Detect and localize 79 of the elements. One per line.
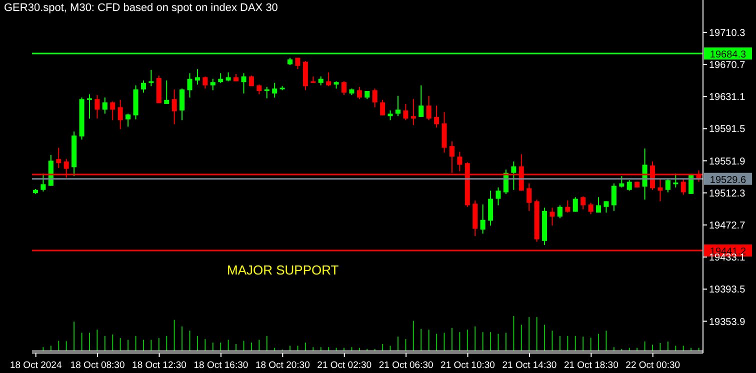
candlestick bbox=[658, 178, 663, 202]
ref-line-label: 19529.6 bbox=[710, 174, 747, 186]
candlestick bbox=[56, 147, 62, 168]
candlestick bbox=[680, 178, 686, 196]
candlestick bbox=[94, 94, 100, 120]
y-tick-label: 19472.7 bbox=[709, 220, 746, 232]
candlestick bbox=[395, 95, 400, 117]
candlestick bbox=[526, 182, 532, 212]
candlestick bbox=[164, 80, 170, 104]
candlestick bbox=[488, 190, 494, 226]
candlestick bbox=[588, 202, 594, 215]
candlestick bbox=[550, 207, 555, 226]
candlestick bbox=[426, 95, 432, 121]
y-tick-label: 19353.9 bbox=[709, 316, 746, 328]
candlestick bbox=[356, 86, 362, 100]
x-tick-label: 21 Oct 02:30 bbox=[317, 360, 372, 371]
candlestick bbox=[403, 103, 408, 121]
annotation: MAJOR SUPPORT bbox=[227, 262, 339, 278]
x-tick-label: 18 Oct 20:30 bbox=[255, 360, 310, 371]
x-tick-label: 18 Oct 08:30 bbox=[70, 360, 125, 371]
y-tick-label: 19631.1 bbox=[709, 92, 746, 104]
candlestick bbox=[86, 94, 92, 120]
y-tick-label: 19512.3 bbox=[709, 188, 746, 200]
candlestick bbox=[187, 72, 192, 98]
y-tick-label: 19393.5 bbox=[709, 284, 746, 296]
x-tick-label: 21 Oct 14:30 bbox=[502, 360, 557, 371]
candlestick bbox=[126, 113, 131, 128]
candlestick bbox=[102, 96, 108, 114]
candlestick bbox=[626, 180, 632, 192]
candlestick bbox=[256, 84, 262, 95]
candlestick bbox=[434, 105, 440, 128]
ref-line-label: 19684.3 bbox=[710, 49, 747, 60]
candlestick bbox=[210, 78, 216, 91]
candlestick bbox=[611, 182, 616, 212]
candlestick bbox=[372, 88, 378, 108]
candlestick bbox=[480, 204, 486, 234]
candlestick bbox=[388, 110, 393, 121]
candlestick bbox=[110, 101, 116, 121]
y-tick-label: 19710.3 bbox=[709, 28, 746, 39]
candlestick bbox=[264, 86, 270, 99]
candlestick bbox=[194, 68, 200, 86]
candlestick bbox=[118, 99, 123, 130]
candlestick bbox=[596, 196, 602, 214]
x-tick-label: 18 Oct 12:30 bbox=[132, 360, 186, 371]
candlestick bbox=[180, 88, 185, 121]
candlestick bbox=[272, 82, 278, 98]
chart-title: GER30.spot, M30: CFD based on spot on index DAX 30 bbox=[4, 2, 278, 14]
candlestick bbox=[580, 196, 586, 210]
candlestick bbox=[457, 151, 462, 172]
candlestick bbox=[342, 80, 347, 96]
y-tick-label: 19591.5 bbox=[709, 124, 746, 136]
candlestick bbox=[511, 161, 516, 190]
candlestick bbox=[673, 173, 678, 188]
candlestick bbox=[496, 186, 501, 206]
candlestick bbox=[380, 99, 386, 116]
candlestick bbox=[172, 88, 177, 125]
candlestick bbox=[410, 98, 416, 126]
x-tick-label: 21 Oct 18:30 bbox=[564, 360, 618, 371]
candlestick bbox=[140, 80, 146, 94]
candlestick bbox=[604, 200, 609, 214]
candlestick bbox=[241, 72, 246, 94]
x-tick-label: 18 Oct 16:30 bbox=[194, 360, 248, 371]
y-tick-label: 19670.7 bbox=[709, 60, 746, 72]
candlestick bbox=[572, 196, 578, 212]
candlestick bbox=[418, 84, 424, 118]
y-tick-label: 19551.9 bbox=[709, 156, 746, 168]
candlestick bbox=[218, 72, 224, 84]
x-tick-label: 21 Oct 10:30 bbox=[440, 360, 495, 371]
x-tick-label: 21 Oct 06:30 bbox=[378, 360, 434, 371]
candlestick bbox=[202, 76, 208, 90]
candlestick bbox=[665, 178, 670, 193]
candlestick bbox=[148, 69, 154, 87]
x-tick-label: 22 Oct 00:30 bbox=[626, 360, 680, 371]
x-tick-label: 18 Oct 2024 bbox=[10, 360, 62, 371]
candlestick bbox=[40, 173, 46, 192]
candlestick bbox=[557, 204, 562, 219]
candlestick bbox=[565, 200, 570, 214]
candlestick bbox=[619, 176, 624, 188]
candlestick bbox=[326, 72, 332, 87]
